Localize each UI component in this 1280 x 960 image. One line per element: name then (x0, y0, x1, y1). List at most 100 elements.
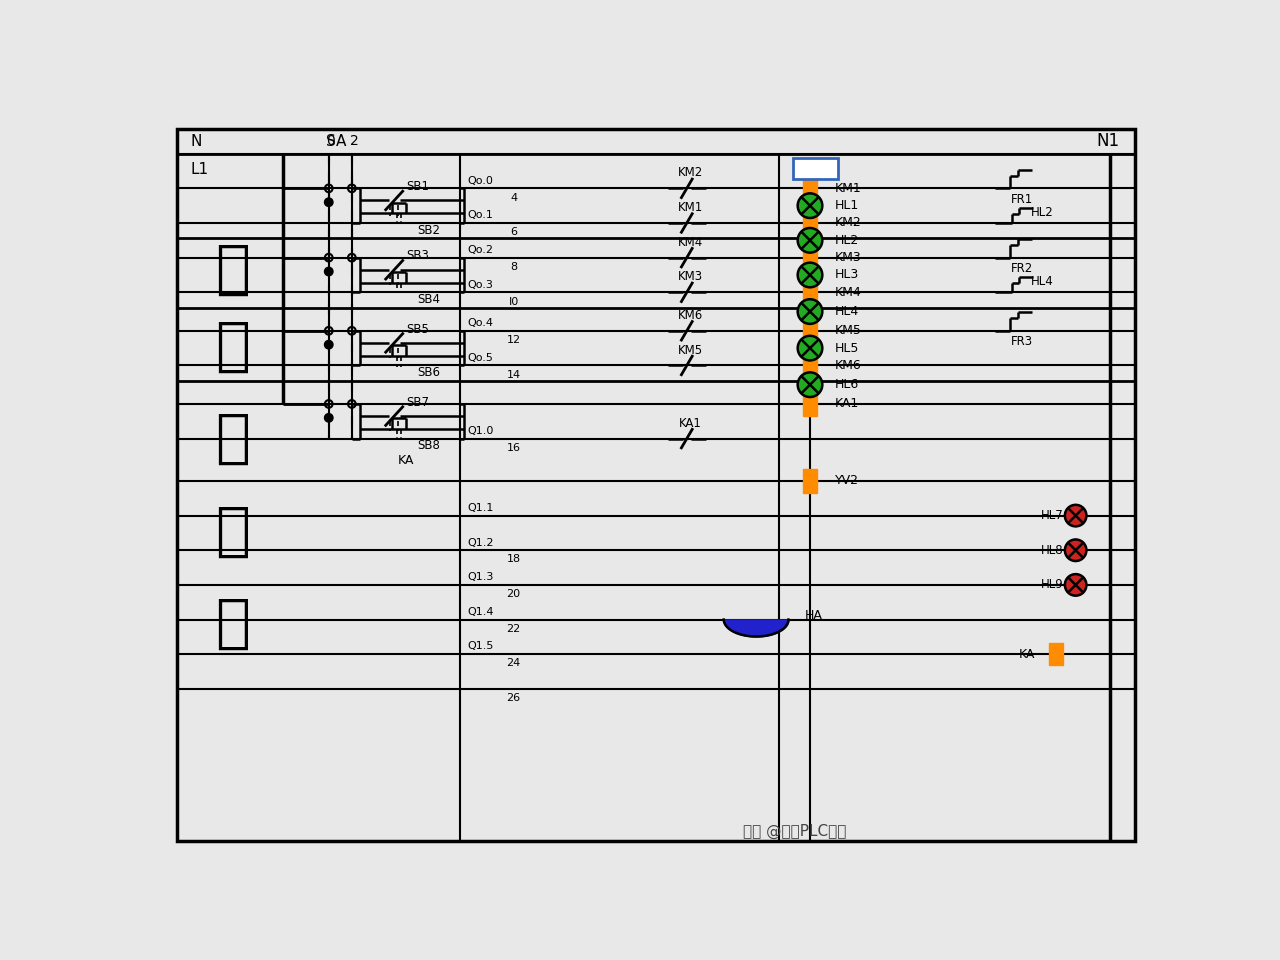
Text: Qo.5: Qo.5 (467, 352, 493, 363)
Bar (1050, 643, 1064, 665)
Circle shape (1065, 505, 1087, 526)
Text: 2: 2 (349, 134, 358, 149)
Text: KA: KA (398, 454, 413, 467)
Text: 0: 0 (326, 134, 334, 149)
Text: KM2: KM2 (678, 166, 703, 180)
Text: 图: 图 (215, 595, 250, 652)
Text: KM1: KM1 (678, 201, 703, 214)
Text: 12: 12 (507, 335, 521, 345)
Bar (803, 393, 817, 416)
Text: YV2: YV2 (835, 474, 859, 488)
Circle shape (325, 198, 333, 206)
Text: I0: I0 (508, 297, 518, 306)
Text: HL1: HL1 (835, 199, 859, 212)
Text: Q1.5: Q1.5 (467, 641, 494, 652)
Text: FR2: FR2 (1011, 262, 1033, 275)
Text: KM4: KM4 (835, 286, 861, 299)
Text: HL8: HL8 (1041, 543, 1064, 557)
Text: KM4: KM4 (678, 236, 703, 249)
Text: HA: HA (805, 610, 823, 622)
Text: KM5: KM5 (835, 324, 861, 337)
Circle shape (1065, 540, 1087, 561)
Text: Q1.3: Q1.3 (467, 572, 494, 582)
Text: 26: 26 (507, 693, 521, 703)
Bar (803, 354, 817, 377)
Text: HL6: HL6 (835, 378, 859, 392)
Text: KM6: KM6 (835, 359, 861, 372)
Text: 18: 18 (507, 555, 521, 564)
Text: 4: 4 (509, 193, 517, 203)
Text: SB3: SB3 (406, 250, 429, 262)
Text: FR3: FR3 (1011, 335, 1033, 348)
Text: KM3: KM3 (835, 252, 861, 264)
Bar (803, 320, 817, 343)
Text: HL4: HL4 (1032, 275, 1053, 288)
Text: 14: 14 (507, 370, 521, 380)
Text: 6: 6 (509, 228, 517, 237)
Text: KM2: KM2 (835, 217, 861, 229)
Text: Q1.0: Q1.0 (467, 426, 494, 436)
Text: Qo.2: Qo.2 (467, 245, 493, 255)
Text: 头条 @技成PLC课堂: 头条 @技成PLC课堂 (742, 824, 846, 839)
Text: KA1: KA1 (835, 397, 859, 411)
Circle shape (325, 267, 333, 276)
Text: HL2: HL2 (1032, 205, 1053, 219)
Bar (794, 157, 837, 180)
Text: KA: KA (1019, 648, 1034, 660)
Circle shape (797, 300, 822, 324)
Text: SB2: SB2 (417, 224, 440, 237)
Text: SA: SA (326, 133, 347, 149)
Text: 电: 电 (215, 410, 250, 468)
Text: Q1.4: Q1.4 (467, 607, 494, 617)
Text: N: N (191, 133, 201, 149)
Text: HL4: HL4 (835, 305, 859, 318)
Text: PLC: PLC (801, 161, 829, 176)
Text: 22: 22 (507, 624, 521, 634)
Text: 8: 8 (509, 262, 517, 272)
Text: SB8: SB8 (417, 440, 440, 452)
Circle shape (797, 263, 822, 287)
Circle shape (797, 193, 822, 218)
Text: HL5: HL5 (835, 342, 859, 354)
Text: Qo.1: Qo.1 (467, 210, 493, 220)
Text: Q1.2: Q1.2 (467, 538, 494, 547)
Circle shape (325, 414, 333, 422)
Text: FR1: FR1 (1011, 193, 1033, 205)
Text: Qo.4: Qo.4 (467, 318, 493, 328)
Text: KM1: KM1 (835, 181, 861, 195)
Circle shape (797, 336, 822, 360)
Circle shape (1065, 574, 1087, 595)
Text: 24: 24 (507, 659, 521, 668)
Text: Qo.3: Qo.3 (467, 279, 493, 290)
Text: HL7: HL7 (1041, 509, 1064, 522)
Circle shape (325, 341, 333, 348)
Text: SB1: SB1 (406, 180, 429, 193)
Text: HL3: HL3 (835, 269, 859, 281)
Bar (803, 177, 817, 200)
Circle shape (797, 228, 822, 252)
Text: SB4: SB4 (417, 293, 440, 306)
Circle shape (797, 372, 822, 397)
Text: 路: 路 (215, 502, 250, 560)
Text: L1: L1 (191, 161, 209, 177)
Text: SB6: SB6 (417, 366, 440, 379)
Text: Q1.1: Q1.1 (467, 503, 494, 513)
Text: KM5: KM5 (678, 344, 703, 356)
Text: Qo.0: Qo.0 (467, 176, 493, 185)
Text: 16: 16 (507, 443, 521, 453)
Text: N1: N1 (1097, 132, 1120, 151)
Text: 20: 20 (507, 589, 521, 599)
Bar (803, 280, 817, 304)
Text: 控: 控 (215, 241, 250, 298)
Text: KM6: KM6 (678, 309, 703, 322)
Text: KA1: KA1 (680, 417, 703, 430)
Bar (803, 469, 817, 492)
Text: HL9: HL9 (1041, 578, 1064, 591)
Text: KM3: KM3 (678, 271, 703, 283)
Bar (803, 246, 817, 269)
Text: SB7: SB7 (406, 396, 429, 409)
Text: SB5: SB5 (406, 323, 429, 336)
Bar (803, 211, 817, 234)
Text: HL2: HL2 (835, 234, 859, 247)
Text: 制: 制 (215, 318, 250, 374)
